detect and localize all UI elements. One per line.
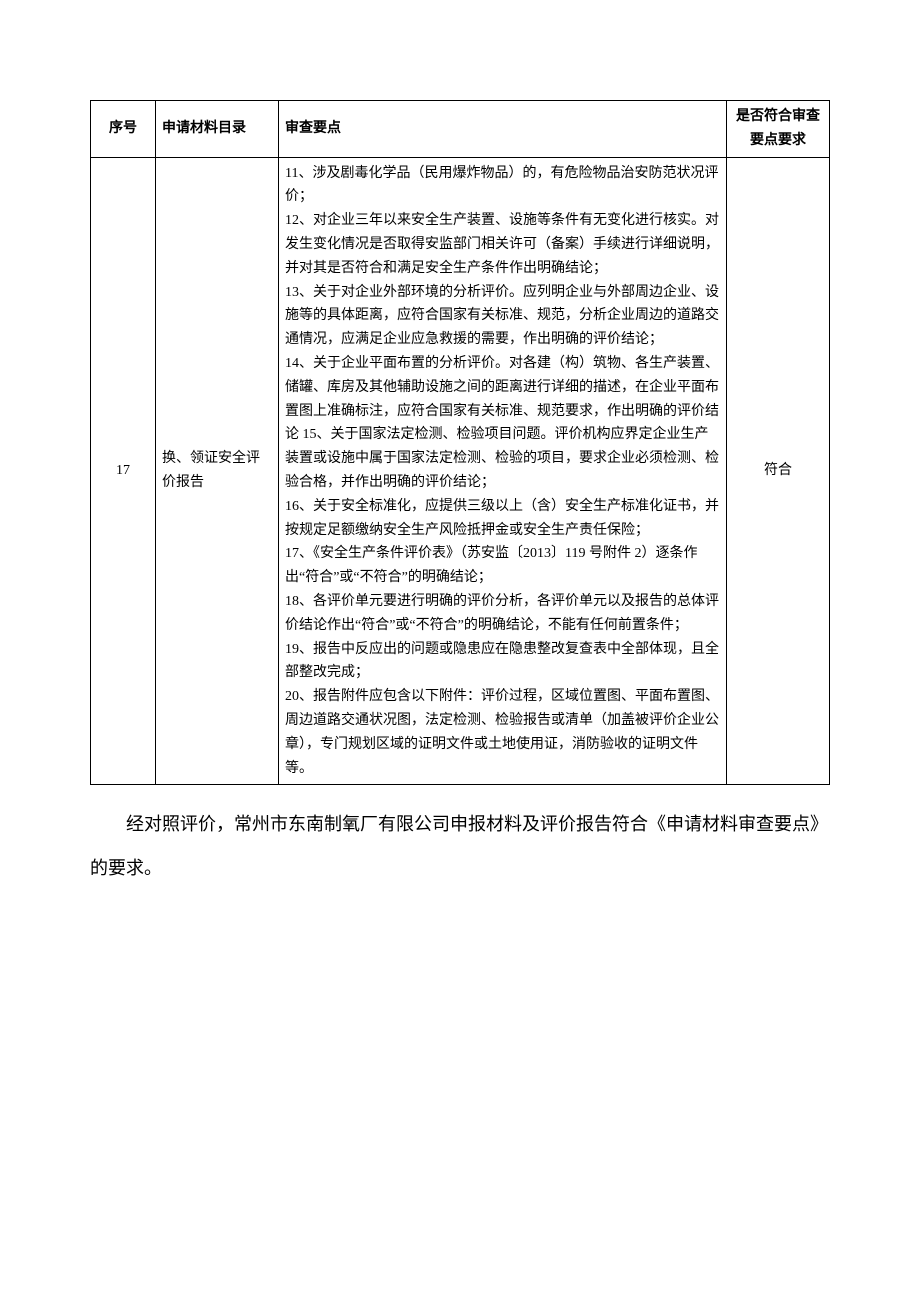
cell-points: 11、涉及剧毒化学品（民用爆炸物品）的，有危险物品治安防范状况评价； 12、对企… — [279, 157, 727, 785]
cell-seq: 17 — [91, 157, 156, 785]
table-header-row: 序号 申请材料目录 审查要点 是否符合审查要点要求 — [91, 101, 830, 158]
review-table: 序号 申请材料目录 审查要点 是否符合审查要点要求 17 换、领证安全评价报告 … — [90, 100, 830, 785]
table-row: 17 换、领证安全评价报告 11、涉及剧毒化学品（民用爆炸物品）的，有危险物品治… — [91, 157, 830, 785]
conclusion-paragraph: 经对照评价，常州市东南制氧厂有限公司申报材料及评价报告符合《申请材料审查要点》的… — [90, 803, 830, 889]
header-comply: 是否符合审查要点要求 — [727, 101, 830, 158]
header-category: 申请材料目录 — [156, 101, 279, 158]
cell-comply: 符合 — [727, 157, 830, 785]
header-seq: 序号 — [91, 101, 156, 158]
document-page: 序号 申请材料目录 审查要点 是否符合审查要点要求 17 换、领证安全评价报告 … — [0, 0, 920, 968]
header-points: 审查要点 — [279, 101, 727, 158]
cell-category: 换、领证安全评价报告 — [156, 157, 279, 785]
